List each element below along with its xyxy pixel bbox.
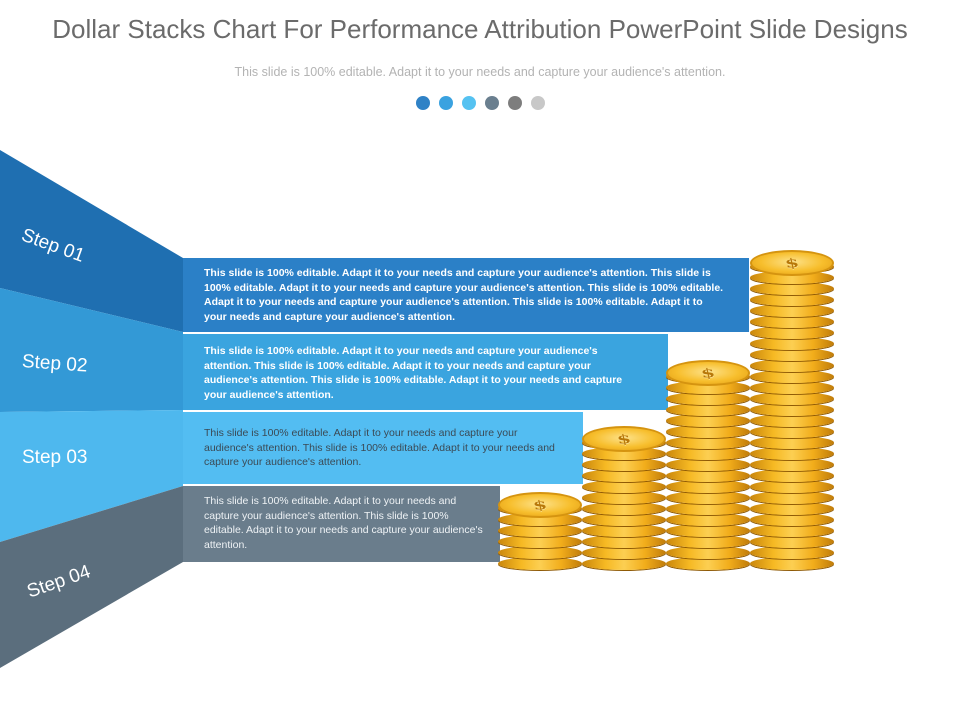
coin-layer [666, 524, 750, 537]
coin-layer [750, 326, 834, 339]
coin-layer [750, 524, 834, 537]
coin-layer [750, 337, 834, 350]
coin-layer [750, 546, 834, 559]
coin-layer [666, 414, 750, 427]
coin-layer [666, 458, 750, 471]
slide-title: Dollar Stacks Chart For Performance Attr… [52, 14, 908, 44]
coin-layer [750, 403, 834, 416]
coin-layer [666, 502, 750, 515]
coin-layer [498, 535, 582, 548]
band-step-2 [183, 334, 668, 410]
coin-layer [750, 425, 834, 438]
coin-layer [750, 458, 834, 471]
coin-layer [582, 469, 666, 482]
dot-3 [461, 96, 476, 110]
step-label-3: Step 03 [22, 447, 88, 468]
coin-layer [750, 315, 834, 328]
step-text-1: This slide is 100% editable. Adapt it to… [204, 267, 724, 323]
step-text-4: This slide is 100% editable. Adapt it to… [204, 495, 483, 551]
coin-layer [498, 524, 582, 537]
dot-6 [530, 96, 545, 110]
coin-layer [582, 480, 666, 493]
dot-1 [415, 96, 430, 110]
coin-layer [750, 392, 834, 405]
coin-layer [498, 546, 582, 559]
coin-layer [666, 557, 750, 570]
coin-layer [582, 557, 666, 570]
coin-layer [666, 491, 750, 504]
coin-layer [582, 458, 666, 471]
coin-layer [750, 381, 834, 394]
coin-layer [666, 447, 750, 460]
coin-layer [582, 524, 666, 537]
coin-stack-3: $ [666, 346, 750, 570]
coin-layer [750, 370, 834, 383]
coin-layer [750, 348, 834, 361]
coin-layer [750, 480, 834, 493]
coin-layer [750, 293, 834, 306]
panel-step-2 [0, 288, 183, 412]
coin-layer [666, 403, 750, 416]
coin-layer [750, 436, 834, 449]
coin-layer [582, 535, 666, 548]
coin-layer [666, 425, 750, 438]
dollar-coin-icon: $ [498, 492, 582, 518]
band-step-4 [183, 486, 500, 562]
panel-step-3 [0, 410, 183, 542]
panel-step-4 [0, 486, 183, 668]
coin-layer [666, 513, 750, 526]
coin-layer [666, 436, 750, 449]
coin-layer [750, 304, 834, 317]
coin-layer [750, 282, 834, 295]
coin-layer [582, 513, 666, 526]
coin-layer [582, 491, 666, 504]
dollar-sign: $ [699, 365, 717, 381]
coin-layer [666, 469, 750, 482]
coin-layer [750, 535, 834, 548]
coin-layer [750, 502, 834, 515]
coin-layer [666, 480, 750, 493]
step-label-2: Step 02 [21, 351, 89, 377]
dollar-coin-icon: $ [666, 360, 750, 386]
coin-layer [750, 557, 834, 570]
coin-layer [666, 535, 750, 548]
decorative-dots [0, 96, 960, 110]
panel-step-1 [0, 150, 183, 332]
coin-layer [666, 546, 750, 559]
coin-layer [750, 447, 834, 460]
slide-subtitle: This slide is 100% editable. Adapt it to… [234, 65, 726, 79]
dollar-sign: $ [615, 431, 633, 447]
coin-layer [750, 491, 834, 504]
band-step-3 [183, 412, 583, 484]
coin-layer [498, 557, 582, 570]
coin-stack-2: $ [582, 412, 666, 570]
band-step-1 [183, 258, 749, 332]
dollar-coin-icon: $ [582, 426, 666, 452]
coin-layer [582, 546, 666, 559]
dot-5 [507, 96, 522, 110]
dollar-sign: $ [531, 497, 549, 513]
step-text-3: This slide is 100% editable. Adapt it to… [204, 427, 555, 468]
dot-2 [438, 96, 453, 110]
coin-layer [582, 502, 666, 515]
coin-stack-1: $ [498, 478, 582, 570]
coin-stack-4: $ [750, 236, 834, 570]
coin-layer [750, 469, 834, 482]
dollar-coin-icon: $ [750, 250, 834, 276]
coin-layer [666, 392, 750, 405]
step-text-2: This slide is 100% editable. Adapt it to… [204, 345, 623, 401]
coin-layer [750, 359, 834, 372]
coin-layer [750, 414, 834, 427]
dot-4 [484, 96, 499, 110]
coin-layer [750, 513, 834, 526]
dollar-sign: $ [783, 255, 801, 271]
